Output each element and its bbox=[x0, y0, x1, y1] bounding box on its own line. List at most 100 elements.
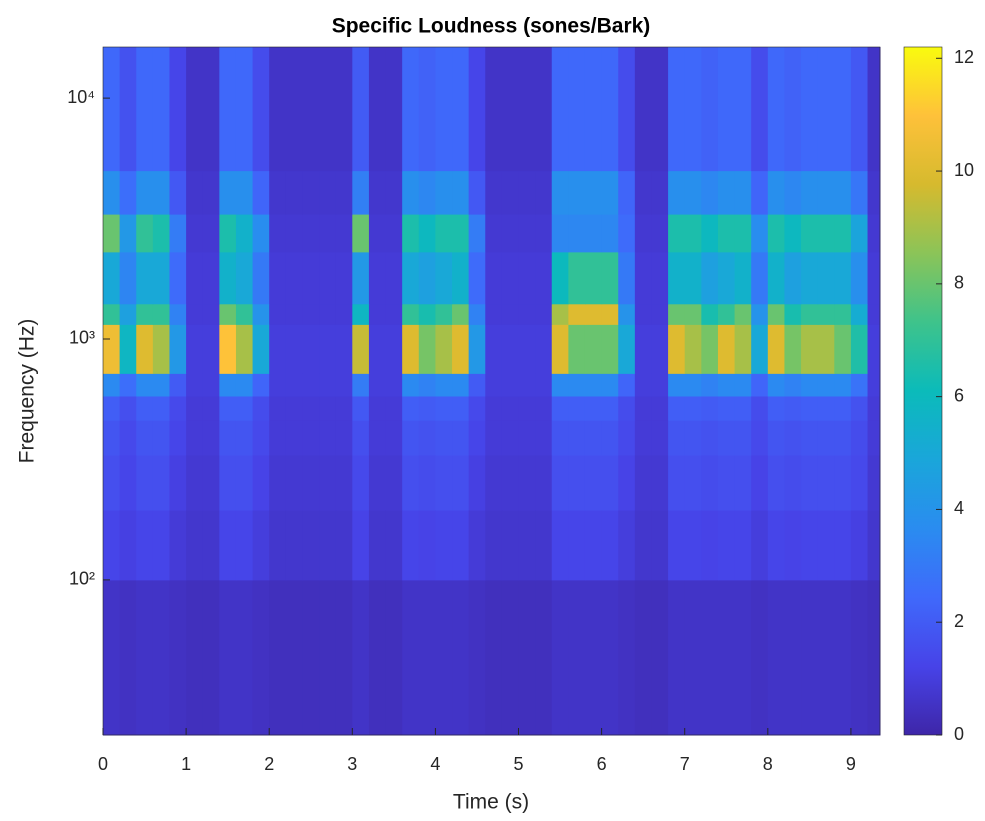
x-tick-label: 7 bbox=[680, 754, 690, 774]
heat-cell bbox=[452, 324, 470, 374]
heat-cell bbox=[319, 303, 337, 325]
heat-cell bbox=[418, 214, 436, 253]
heat-cell bbox=[252, 395, 270, 421]
heat-cell bbox=[202, 510, 220, 581]
heat-cell bbox=[136, 579, 154, 736]
heat-cell bbox=[219, 324, 237, 374]
heat-cell bbox=[335, 47, 353, 172]
heat-cell bbox=[535, 420, 553, 456]
heat-cell bbox=[634, 47, 652, 172]
heat-cell bbox=[235, 47, 254, 172]
heat-cell bbox=[202, 214, 220, 253]
heat-cell bbox=[269, 170, 287, 215]
heat-cell bbox=[468, 251, 486, 305]
heat-cell bbox=[468, 373, 486, 397]
heat-cell bbox=[535, 214, 553, 253]
heat-cell bbox=[618, 395, 636, 421]
heat-cell bbox=[435, 579, 453, 736]
heat-cell bbox=[103, 251, 121, 305]
heat-cell bbox=[302, 324, 320, 374]
heat-cell bbox=[252, 454, 270, 511]
heat-cell bbox=[319, 373, 337, 397]
heat-cell bbox=[701, 324, 719, 374]
heat-cell bbox=[784, 303, 802, 325]
heat-cell bbox=[801, 395, 819, 421]
heat-cell bbox=[535, 373, 553, 397]
heat-cell bbox=[751, 373, 769, 397]
heat-cell bbox=[601, 420, 619, 456]
heat-cell bbox=[319, 420, 337, 456]
heat-cell bbox=[850, 454, 869, 511]
heat-cell bbox=[784, 324, 802, 374]
heat-cell bbox=[817, 251, 835, 305]
heat-cell bbox=[269, 324, 287, 374]
x-tick-label: 0 bbox=[98, 754, 108, 774]
heat-cell bbox=[352, 324, 370, 374]
heat-cell bbox=[767, 324, 785, 374]
heat-cell bbox=[867, 324, 881, 374]
heat-cell bbox=[535, 579, 553, 736]
heat-cell bbox=[418, 251, 436, 305]
heat-cell bbox=[535, 251, 553, 305]
heat-cell bbox=[368, 251, 387, 305]
heat-cell bbox=[867, 303, 881, 325]
heat-cell bbox=[634, 324, 652, 374]
heat-cell bbox=[435, 324, 453, 374]
heat-cell bbox=[651, 454, 669, 511]
heat-cell bbox=[767, 420, 785, 456]
heat-cell bbox=[551, 510, 569, 581]
heat-cell bbox=[518, 170, 536, 215]
heat-cell bbox=[701, 510, 719, 581]
heat-cell bbox=[252, 324, 270, 374]
heat-cell bbox=[319, 251, 337, 305]
heat-cell bbox=[269, 395, 287, 421]
heat-cell bbox=[468, 420, 486, 456]
heat-cell bbox=[618, 324, 636, 374]
heat-cell bbox=[518, 395, 536, 421]
heat-cell bbox=[634, 420, 652, 456]
heat-cell bbox=[468, 454, 486, 511]
heat-cell bbox=[285, 510, 303, 581]
heat-cell bbox=[452, 303, 470, 325]
heat-cell bbox=[867, 251, 881, 305]
heat-cell bbox=[352, 395, 370, 421]
heat-cell bbox=[235, 303, 254, 325]
heat-cell bbox=[368, 170, 387, 215]
heat-cell bbox=[751, 510, 769, 581]
heat-cell bbox=[418, 170, 436, 215]
heat-cell bbox=[152, 47, 170, 172]
heat-cell bbox=[385, 251, 403, 305]
heat-cell bbox=[850, 373, 869, 397]
heat-cell bbox=[352, 454, 370, 511]
heat-cell bbox=[850, 303, 869, 325]
heat-cell bbox=[801, 579, 819, 736]
heat-cell bbox=[801, 170, 819, 215]
heat-cell bbox=[202, 251, 220, 305]
heat-cell bbox=[186, 170, 204, 215]
heat-cell bbox=[269, 454, 287, 511]
heat-cell bbox=[817, 373, 835, 397]
heat-cell bbox=[235, 510, 254, 581]
heat-cell bbox=[402, 454, 420, 511]
heat-cell bbox=[518, 214, 536, 253]
heat-cell bbox=[767, 47, 785, 172]
heat-cell bbox=[668, 373, 686, 397]
y-tick-label: 10³ bbox=[69, 328, 95, 348]
heat-cell bbox=[784, 214, 802, 253]
x-tick-label: 5 bbox=[514, 754, 524, 774]
heat-cell bbox=[402, 170, 420, 215]
heat-cell bbox=[618, 579, 636, 736]
heat-cell bbox=[850, 170, 869, 215]
y-tick-label: 10⁴ bbox=[67, 87, 95, 107]
heat-cell bbox=[568, 47, 586, 172]
heat-cell bbox=[701, 214, 719, 253]
heat-cell bbox=[152, 510, 170, 581]
heat-cell bbox=[618, 420, 636, 456]
heat-cell bbox=[684, 251, 702, 305]
heat-cell bbox=[784, 251, 802, 305]
heat-cell bbox=[335, 170, 353, 215]
heat-cell bbox=[568, 214, 586, 253]
heat-cell bbox=[535, 303, 553, 325]
heat-cell bbox=[518, 454, 536, 511]
heat-cell bbox=[551, 214, 569, 253]
